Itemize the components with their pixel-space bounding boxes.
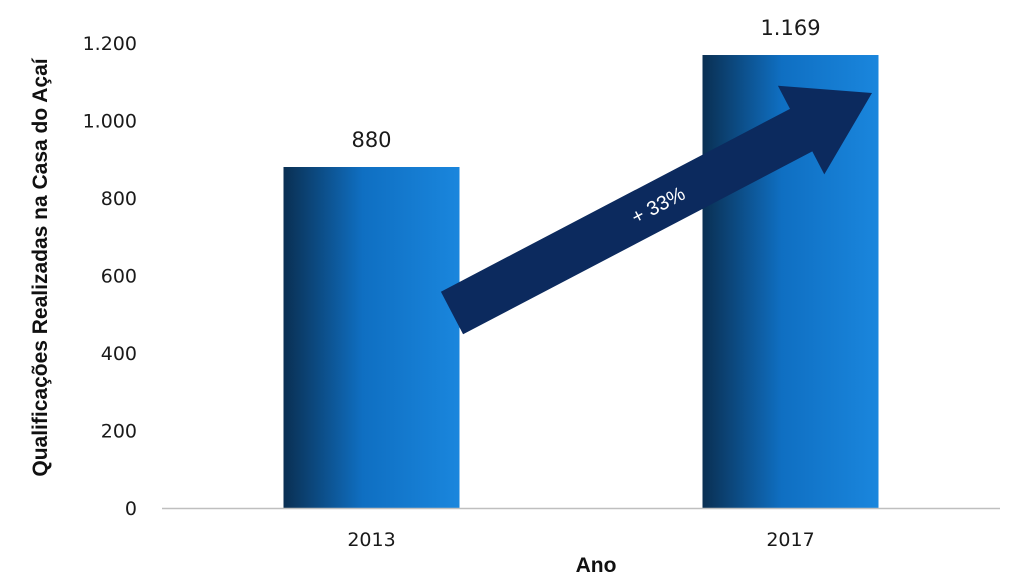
bars: 880 1.169	[283, 16, 879, 508]
bar-2013	[283, 167, 460, 508]
y-axis-title: Qualificações Realizadas na Casa do Açaí	[29, 57, 52, 476]
bar-value-label: 1.169	[760, 16, 820, 40]
x-axis-ticks: 2013 2017	[347, 529, 814, 551]
x-axis-title: Ano	[576, 554, 617, 577]
y-tick-label: 800	[101, 188, 137, 210]
y-tick-label: 400	[101, 343, 137, 365]
x-tick-label: 2017	[766, 529, 814, 551]
y-tick-label: 600	[101, 266, 137, 288]
growth-arrow: + 33%	[440, 85, 872, 335]
y-tick-label: 1.000	[83, 111, 137, 133]
growth-arrow-shape	[440, 85, 872, 335]
x-tick-label: 2013	[347, 529, 395, 551]
y-tick-label: 0	[125, 498, 137, 520]
y-tick-label: 1.200	[83, 33, 137, 55]
y-tick-label: 200	[101, 421, 137, 443]
y-axis-ticks: 0 200 400 600 800 1.000 1.200	[83, 33, 137, 520]
bar-value-label: 880	[351, 128, 391, 152]
